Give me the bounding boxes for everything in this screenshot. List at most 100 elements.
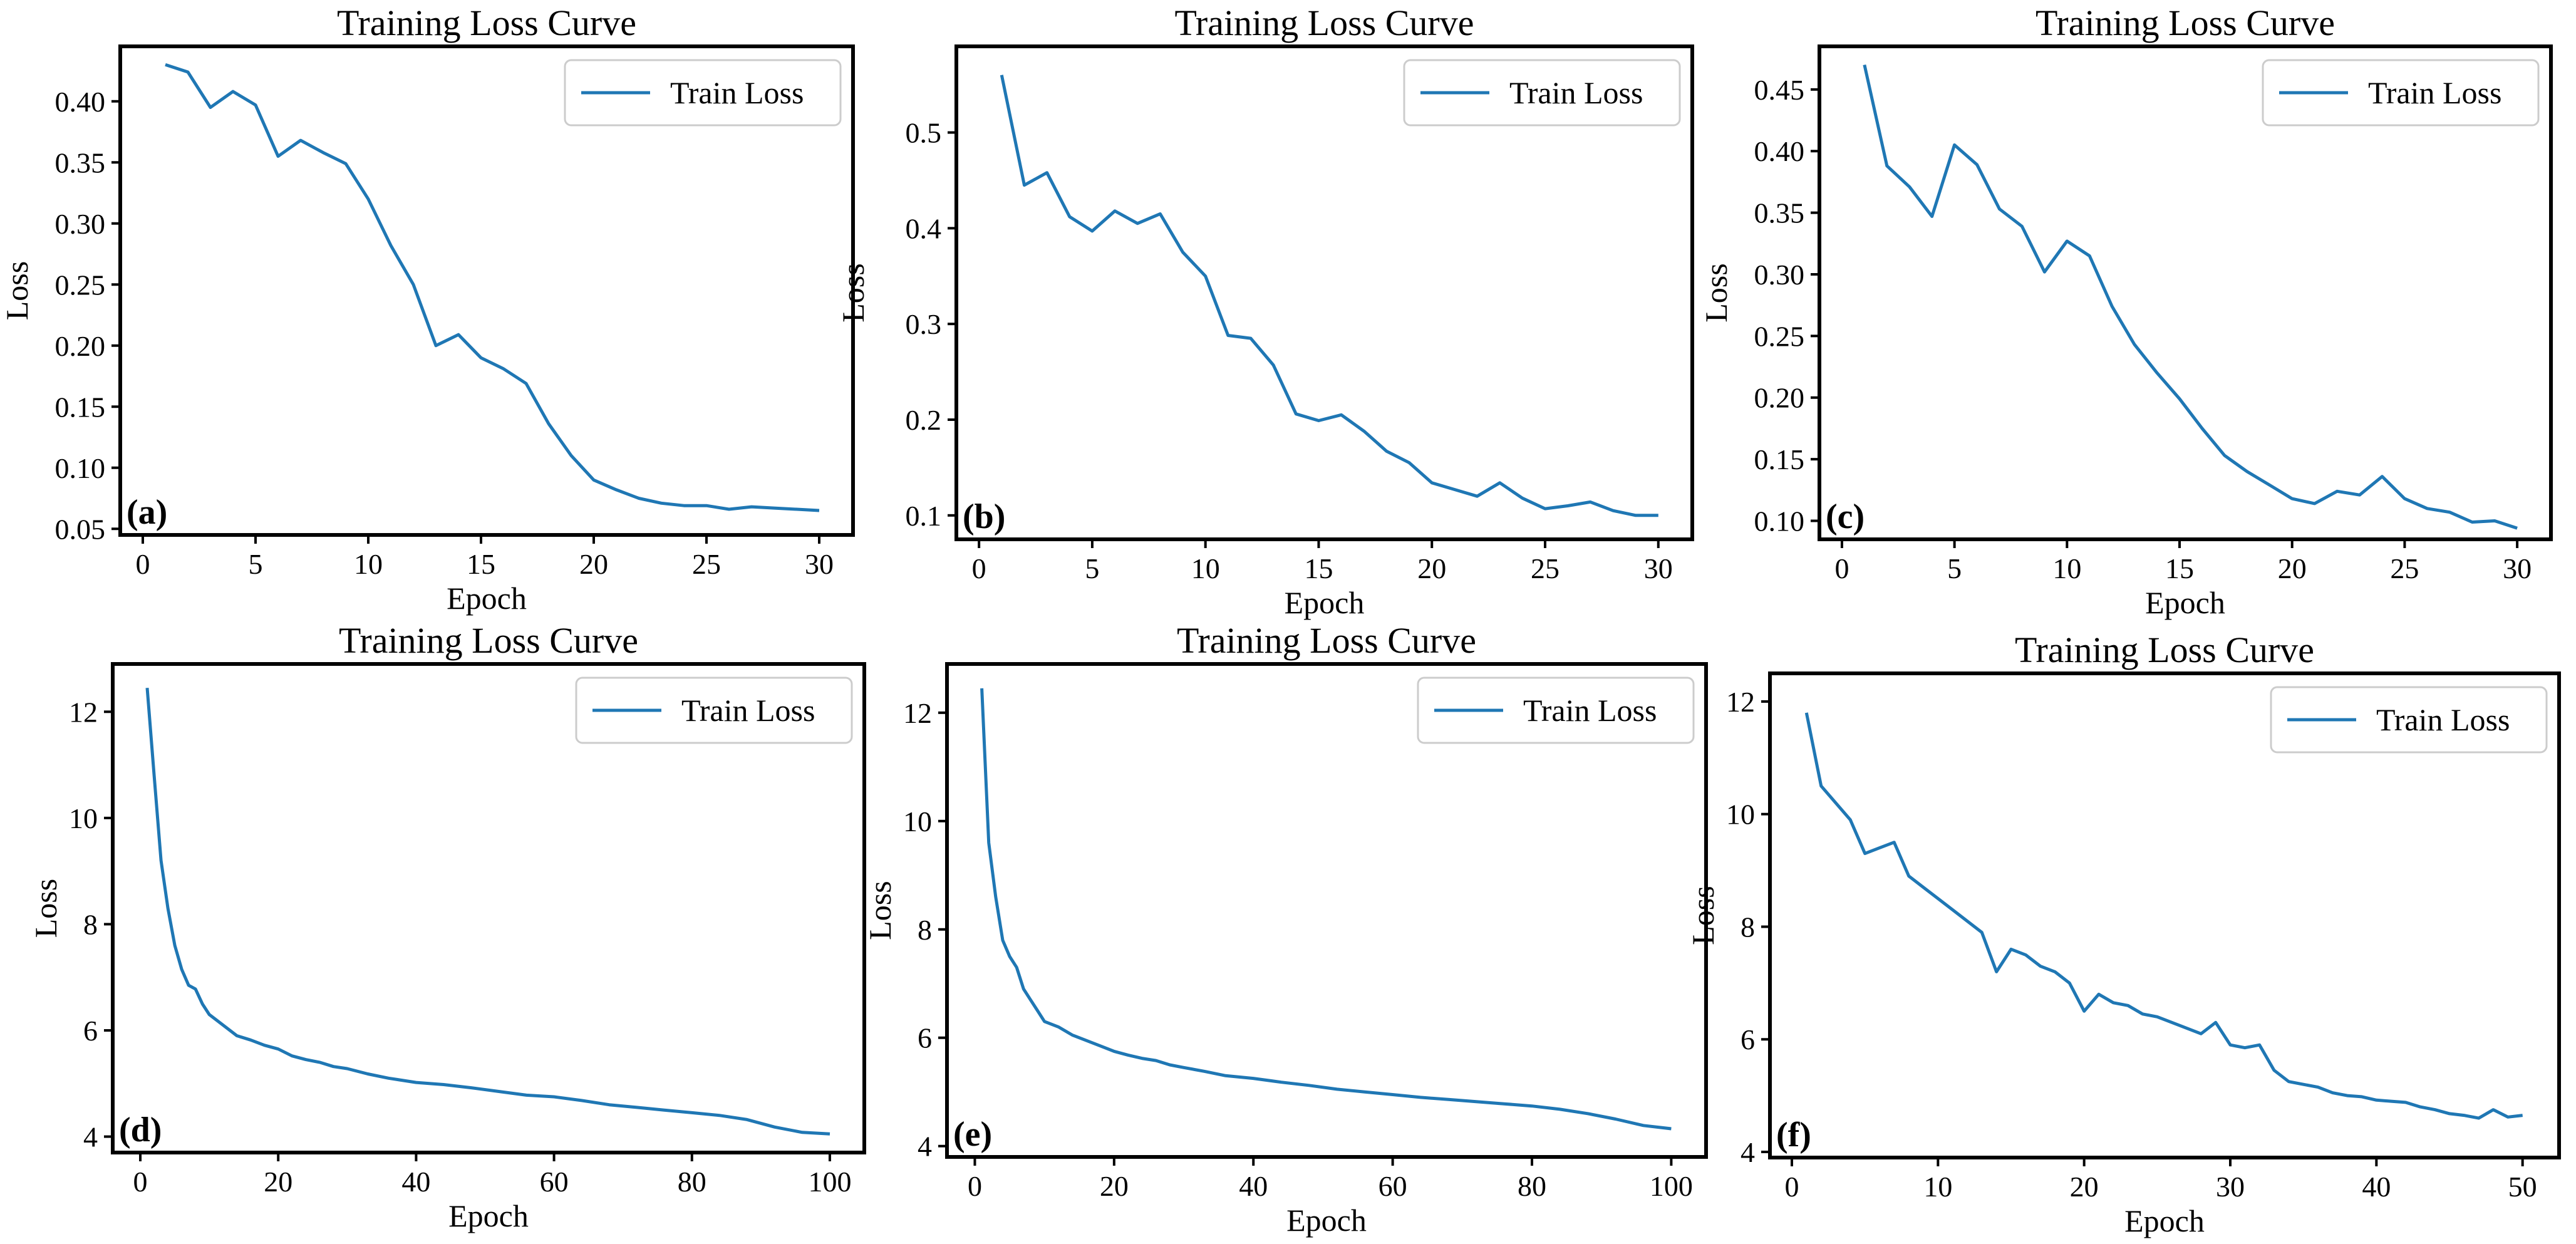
y-tick-label: 4 bbox=[83, 1121, 98, 1153]
chart-title: Training Loss Curve bbox=[2015, 630, 2314, 670]
legend: Train Loss bbox=[1403, 59, 1681, 127]
legend-label: Train Loss bbox=[670, 75, 804, 110]
x-tick-label: 60 bbox=[540, 1166, 569, 1198]
y-tick-label: 0.2 bbox=[906, 404, 942, 436]
y-tick-label: 0.20 bbox=[55, 330, 106, 362]
x-tick-label: 80 bbox=[678, 1166, 706, 1198]
x-tick-label: 25 bbox=[1531, 552, 1560, 584]
y-axis-label: Loss bbox=[1699, 263, 1734, 322]
y-tick-label: 0.30 bbox=[1754, 259, 1805, 291]
chart-title: Training Loss Curve bbox=[1175, 3, 1474, 43]
chart-panel-2: Training Loss Curve 0 5 10 15 20 25 30 0.1 0.2 0.3… bbox=[835, 3, 1694, 620]
legend-label: Train Loss bbox=[2368, 75, 2501, 110]
y-tick-label: 12 bbox=[903, 697, 932, 729]
x-tick-label: 10 bbox=[354, 548, 383, 580]
x-tick-label: 15 bbox=[1304, 552, 1333, 584]
y-tick-label: 0.25 bbox=[1754, 320, 1805, 352]
y-tick-label: 10 bbox=[69, 802, 98, 834]
y-axis-label: Loss bbox=[0, 261, 34, 320]
x-axis-label: Epoch bbox=[448, 1198, 529, 1233]
legend-label: Train Loss bbox=[1523, 693, 1657, 728]
legend-box bbox=[575, 676, 853, 744]
x-tick-label: 15 bbox=[467, 548, 495, 580]
x-tick-label: 0 bbox=[972, 552, 986, 584]
y-tick-label: 0.5 bbox=[906, 117, 942, 149]
x-tick-label: 10 bbox=[2052, 552, 2081, 584]
x-tick-label: 100 bbox=[808, 1166, 851, 1198]
y-tick-label: 0.4 bbox=[906, 212, 942, 244]
x-tick-label: 30 bbox=[1644, 552, 1673, 584]
x-tick-label: 40 bbox=[1239, 1170, 1268, 1202]
chart-panel-6: Training Loss Curve 0 10 20 30 40 50 4 6 8 10 12 Epo… bbox=[1685, 630, 2561, 1238]
x-tick-label: 0 bbox=[1785, 1171, 1799, 1203]
panel-label: (a) bbox=[127, 493, 167, 532]
legend-label: Train Loss bbox=[681, 693, 815, 728]
x-tick-label: 80 bbox=[1518, 1170, 1546, 1202]
plot-frame bbox=[1818, 44, 2553, 541]
x-tick-label: 0 bbox=[1834, 552, 1849, 584]
legend-box bbox=[2270, 686, 2548, 754]
y-tick-label: 6 bbox=[918, 1022, 932, 1054]
y-tick-label: 0.3 bbox=[906, 308, 942, 340]
x-tick-label: 30 bbox=[2216, 1171, 2245, 1203]
y-tick-label: 0.15 bbox=[55, 391, 106, 423]
x-axis-label: Epoch bbox=[2124, 1203, 2205, 1238]
x-tick-label: 30 bbox=[2503, 552, 2532, 584]
y-tick-label: 6 bbox=[83, 1015, 98, 1047]
legend: Train Loss bbox=[1417, 676, 1695, 744]
y-tick-label: 0.35 bbox=[55, 147, 106, 179]
y-axis-label: Loss bbox=[862, 881, 897, 940]
y-tick-label: 4 bbox=[1741, 1136, 1755, 1168]
series-line-train-loss bbox=[1804, 712, 2523, 1120]
panel-label: (e) bbox=[953, 1115, 992, 1154]
legend-box bbox=[1417, 676, 1695, 744]
y-axis-label: Loss bbox=[28, 879, 63, 938]
legend: Train Loss bbox=[2262, 59, 2540, 127]
x-tick-label: 0 bbox=[968, 1170, 982, 1202]
x-tick-label: 10 bbox=[1191, 552, 1220, 584]
x-tick-label: 25 bbox=[692, 548, 721, 580]
series-line-train-loss bbox=[1863, 64, 2518, 530]
x-tick-label: 0 bbox=[136, 548, 150, 580]
legend-box bbox=[1403, 59, 1681, 127]
x-tick-label: 15 bbox=[2165, 552, 2194, 584]
y-tick-label: 0.10 bbox=[1754, 505, 1805, 537]
y-tick-label: 12 bbox=[1726, 686, 1755, 718]
panel-label: (d) bbox=[119, 1111, 162, 1149]
x-tick-label: 5 bbox=[1085, 552, 1099, 584]
y-tick-label: 0.35 bbox=[1754, 197, 1805, 229]
y-tick-label: 0.10 bbox=[55, 452, 106, 484]
chart-title: Training Loss Curve bbox=[2035, 3, 2335, 43]
x-tick-label: 60 bbox=[1379, 1170, 1407, 1202]
y-tick-label: 0.40 bbox=[1754, 135, 1805, 167]
y-tick-label: 10 bbox=[903, 806, 932, 837]
y-axis-label: Loss bbox=[1685, 886, 1720, 945]
x-tick-label: 20 bbox=[264, 1166, 292, 1198]
x-axis-label: Epoch bbox=[2145, 585, 2225, 620]
x-tick-label: 40 bbox=[401, 1166, 430, 1198]
legend: Train Loss bbox=[564, 59, 842, 127]
series-line-train-loss bbox=[145, 688, 830, 1136]
y-tick-label: 8 bbox=[918, 914, 932, 946]
legend-box bbox=[564, 59, 842, 127]
chart-title: Training Loss Curve bbox=[337, 3, 636, 43]
y-tick-label: 12 bbox=[69, 696, 98, 728]
plot-frame bbox=[945, 662, 1708, 1159]
legend-label: Train Loss bbox=[1509, 75, 1643, 110]
y-tick-label: 0.1 bbox=[906, 500, 942, 532]
y-tick-label: 4 bbox=[918, 1131, 932, 1163]
chart-panel-4: Training Loss Curve 0 20 40 60 80 100 4 6 8 10 12 Ep… bbox=[28, 620, 866, 1233]
plot-frame bbox=[111, 662, 866, 1154]
series-line-train-loss bbox=[165, 63, 820, 512]
series-line-train-loss bbox=[1000, 75, 1658, 517]
legend: Train Loss bbox=[575, 676, 853, 744]
x-tick-label: 20 bbox=[1417, 552, 1446, 584]
legend: Train Loss bbox=[2270, 686, 2548, 754]
x-tick-label: 100 bbox=[1650, 1170, 1693, 1202]
x-tick-label: 30 bbox=[805, 548, 834, 580]
x-axis-label: Epoch bbox=[1285, 585, 1365, 620]
x-tick-label: 40 bbox=[2362, 1171, 2391, 1203]
x-tick-label: 10 bbox=[1923, 1171, 1952, 1203]
y-tick-label: 10 bbox=[1726, 799, 1755, 831]
